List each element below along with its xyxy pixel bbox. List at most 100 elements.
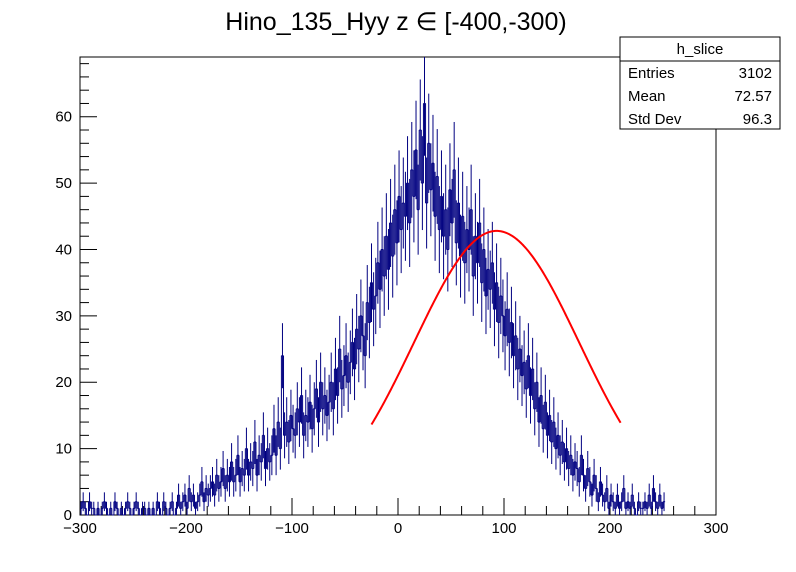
histogram-bin <box>654 492 658 512</box>
stats-stddev-label: Std Dev <box>628 111 682 128</box>
histogram-bin <box>419 79 422 184</box>
histogram-bin <box>133 501 136 515</box>
histogram-bin <box>222 450 225 489</box>
histogram-bin <box>550 419 554 465</box>
histogram-bin <box>472 236 475 316</box>
histogram-bin <box>340 359 344 418</box>
histogram-bin <box>279 355 282 470</box>
histogram-bin <box>429 143 433 237</box>
histogram-bin <box>215 458 219 492</box>
histogram-bin <box>593 458 596 492</box>
stats-box-title: h_slice <box>677 41 724 58</box>
histogram-bin <box>177 483 181 509</box>
y-tick-label: 40 <box>55 241 72 258</box>
histogram-bin <box>610 483 613 507</box>
x-tick-label: 100 <box>491 520 516 537</box>
histogram-bin <box>264 448 268 487</box>
histogram-bin <box>580 435 583 476</box>
histogram-bin <box>389 178 393 267</box>
histogram-bin <box>236 435 240 482</box>
histogram-bin <box>391 209 395 298</box>
histogram-bin <box>448 143 452 237</box>
histogram-bin <box>228 461 232 497</box>
histogram-bin <box>357 315 361 383</box>
x-tick-label: −200 <box>169 520 203 537</box>
histogram-bin <box>328 374 331 430</box>
histogram-bin <box>656 495 660 515</box>
histogram-bin <box>455 200 458 286</box>
histogram-bin <box>374 257 378 335</box>
histogram-bin <box>508 308 511 377</box>
stats-entries-value: 3102 <box>739 65 772 82</box>
histogram-bin <box>243 448 246 492</box>
histogram-bin <box>573 443 577 481</box>
histogram-bin <box>504 301 507 371</box>
histogram-bin <box>370 243 374 322</box>
histogram-bin <box>135 492 138 512</box>
histogram-bin <box>383 236 386 316</box>
gaussian-fit-line <box>370 229 622 426</box>
histogram-bin <box>643 492 647 512</box>
histogram-bin <box>451 169 454 267</box>
histogram-bin <box>188 475 191 502</box>
histogram-bin <box>306 397 310 447</box>
histogram-bin <box>270 428 274 476</box>
histogram-bin <box>192 483 195 509</box>
histogram-bin <box>417 130 420 255</box>
histogram-bin <box>578 455 581 497</box>
histogram-bin <box>548 389 552 442</box>
histogram-bin <box>520 345 524 407</box>
histogram-bin <box>90 501 93 515</box>
histogram-bin <box>599 466 603 497</box>
histogram-bin <box>315 359 318 423</box>
histogram-bin <box>281 323 285 436</box>
histogram-bin <box>219 466 223 497</box>
histogram-bin <box>582 458 586 492</box>
histogram-bin <box>631 483 634 509</box>
histogram-bin <box>186 488 189 515</box>
histogram-bin <box>510 286 513 359</box>
histogram-bin <box>463 221 467 304</box>
histogram-bin <box>342 345 346 407</box>
histogram-bin <box>544 374 547 436</box>
histogram-bin <box>336 349 340 424</box>
histogram-bin <box>478 178 482 283</box>
histogram-bin <box>637 492 641 512</box>
histogram-bin <box>118 508 121 516</box>
histogram-bin <box>120 501 123 515</box>
histogram-bin <box>512 323 516 389</box>
histogram-bin <box>440 150 444 243</box>
x-tick-label: 0 <box>394 520 402 537</box>
histogram-bin <box>173 508 176 516</box>
histogram-bin <box>202 488 206 512</box>
y-tick-label: 30 <box>55 308 72 325</box>
stats-mean-label: Mean <box>628 88 666 105</box>
histogram-bin <box>137 501 140 515</box>
histogram-bin <box>302 412 306 459</box>
histogram-bin <box>491 221 494 310</box>
histogram-bin <box>266 427 270 470</box>
histogram-bin <box>239 466 242 497</box>
histogram-bin <box>300 367 304 436</box>
histogram-bin <box>258 435 261 476</box>
histogram-bin <box>143 501 147 515</box>
histogram-bin <box>207 483 210 507</box>
histogram-bin <box>614 495 617 515</box>
histogram-bin <box>162 492 166 512</box>
histogram-bin <box>230 443 234 482</box>
histogram-bin <box>179 501 183 515</box>
histogram-bin <box>364 302 367 389</box>
histogram-bin <box>586 450 590 487</box>
histogram-bin <box>476 221 480 304</box>
histogram-bin <box>183 483 187 509</box>
histogram-bin <box>620 488 624 512</box>
histogram-bin <box>497 286 501 359</box>
histogram-bin <box>313 382 316 436</box>
x-axis: −300 −200 −100 0 100 200 300 <box>63 498 729 537</box>
histogram-bin <box>164 501 168 515</box>
histogram-bin <box>601 483 605 507</box>
histogram-bin <box>116 501 119 515</box>
histogram-bin <box>105 501 109 515</box>
histogram-bin <box>576 450 579 487</box>
histogram-bin <box>175 495 179 515</box>
